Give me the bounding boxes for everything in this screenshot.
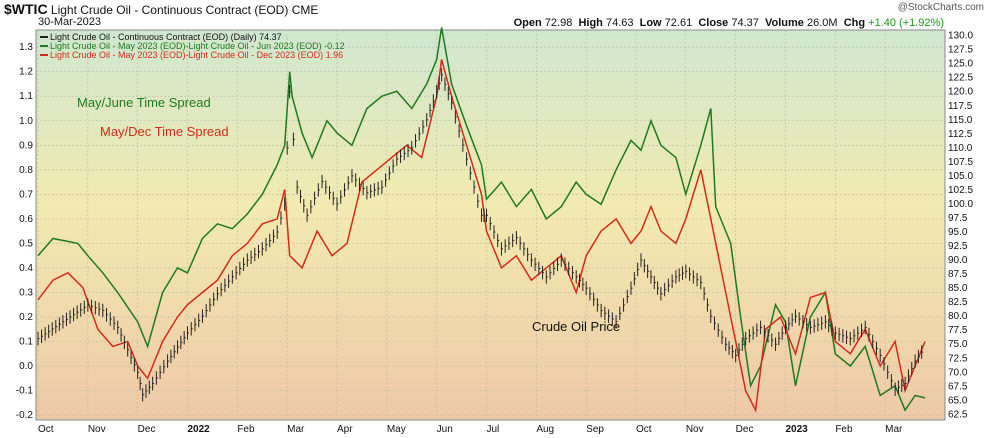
high-value: 74.63 (605, 17, 634, 29)
y-right-tick-label: 117.5 (948, 101, 973, 112)
y-left-tick-label: 1.3 (19, 42, 33, 53)
y-left-tick-label: 0.8 (19, 165, 33, 176)
y-left-tick-label: 1.1 (19, 91, 33, 102)
y-right-tick-label: 67.5 (948, 381, 968, 392)
low-value: 72.61 (664, 17, 693, 29)
x-tick-label: Feb (237, 424, 255, 435)
series-may-dec-spread-line (37, 59, 926, 413)
right-axis: 62.5 65.0 67.5 70.0 72.5 75.0 77.5 80.0 82.5 85.0… (948, 31, 973, 421)
annotation-crude: Crude Oil Price (532, 319, 620, 334)
y-left-tick-label: 0.7 (19, 189, 33, 200)
y-right-tick-label: 105.0 (948, 171, 973, 182)
y-right-tick-label: 125.0 (948, 59, 973, 70)
y-left-tick-label: 0.0 (19, 361, 33, 372)
x-tick-label: Dec (736, 424, 754, 435)
y-right-tick-label: 107.5 (948, 157, 973, 168)
y-left-tick-label: 0.9 (19, 140, 33, 151)
y-left-tick-label: -0.1 (16, 386, 34, 397)
y-right-tick-label: 90.0 (948, 255, 968, 266)
ohlc-summary: Open 72.98 High 74.63 Low 72.61 Close 74… (514, 17, 944, 29)
y-right-tick-label: 102.5 (948, 185, 973, 196)
y-right-tick-label: 82.5 (948, 297, 968, 308)
y-right-tick-label: 77.5 (948, 325, 968, 336)
y-left-tick-label: 1.2 (19, 67, 33, 78)
low-label: Low (639, 17, 662, 29)
annotation-may-june: May/June Time Spread (77, 95, 211, 110)
symbol: $WTIC (4, 1, 48, 17)
close-value: 74.37 (731, 17, 759, 29)
y-right-tick-label: 130.0 (948, 31, 973, 42)
annotation-may-dec: May/Dec Time Spread (100, 124, 229, 139)
chg-label: Chg (843, 17, 866, 29)
open-label: Open (513, 17, 542, 29)
close-label: Close (698, 17, 729, 29)
x-tick-label: Oct (38, 424, 54, 435)
chg-value: +1.40 (+1.92%) (868, 17, 944, 29)
brand-logo: @StockCharts.com (897, 2, 984, 13)
y-left-tick-label: 0.5 (19, 238, 33, 249)
y-right-tick-label: 85.0 (948, 283, 968, 294)
y-right-tick-label: 112.5 (948, 129, 973, 140)
y-right-tick-label: 65.0 (948, 395, 968, 406)
open-value: 72.98 (544, 17, 573, 29)
y-right-tick-label: 122.5 (948, 73, 973, 84)
volume-label: Volume (765, 17, 804, 29)
y-left-tick-label: 0.4 (19, 263, 33, 274)
legend-label: Light Crude Oil - Continuous Contract (E… (50, 32, 282, 42)
volume-value: 26.0M (807, 17, 838, 29)
legend: Light Crude Oil - Continuous Contract (E… (40, 32, 345, 60)
y-right-tick-label: 80.0 (948, 311, 968, 322)
legend-label: Light Crude Oil - May 2023 (EOD)-Light C… (50, 41, 345, 51)
left-axis: -0.2 -0.1 0.0 0.1 0.2 0.3 0.4 0.5 0.6 0.7 0.8 0.9 1.… (16, 42, 34, 421)
series-may-june-spread-line (37, 27, 926, 412)
x-tick-label: Aug (536, 424, 554, 435)
y-right-tick-label: 120.0 (948, 87, 973, 98)
y-right-tick-label: 110.0 (948, 143, 973, 154)
x-tick-label: Apr (337, 424, 353, 435)
x-tick-label: Jul (487, 424, 500, 435)
instrument-name: Light Crude Oil - Continuous Contract (E… (50, 3, 289, 17)
high-label: High (578, 17, 603, 29)
y-right-tick-label: 87.5 (948, 269, 968, 280)
x-tick-label: 2023 (786, 424, 809, 435)
x-tick-label: May (387, 424, 406, 435)
y-right-tick-label: 62.5 (948, 409, 968, 420)
chart-title: $WTIC Light Crude Oil - Continuous Contr… (4, 1, 318, 17)
x-tick-label: Dec (138, 424, 156, 435)
y-right-tick-label: 92.5 (948, 241, 968, 252)
y-right-tick-label: 75.0 (948, 339, 968, 350)
x-tick-label: Mar (287, 424, 305, 435)
chart-date: 30-Mar-2023 (38, 16, 101, 28)
exchange: CME (291, 3, 319, 17)
x-tick-label: Nov (88, 424, 106, 435)
x-tick-label: Oct (636, 424, 652, 435)
y-right-tick-label: 72.5 (948, 353, 968, 364)
legend-label: Light Crude Oil - May 2023 (EOD)-Light C… (50, 50, 343, 60)
y-right-tick-label: 70.0 (948, 367, 968, 378)
y-left-tick-label: -0.2 (16, 410, 34, 421)
y-left-tick-label: 0.3 (19, 287, 33, 298)
x-tick-label: Sep (586, 424, 604, 435)
series-layer (37, 27, 926, 413)
x-tick-label: Jun (437, 424, 453, 435)
x-tick-label: Feb (835, 424, 853, 435)
series-crude-price (37, 68, 924, 402)
y-right-tick-label: 95.0 (948, 227, 968, 238)
x-tick-label: Nov (686, 424, 704, 435)
grid (36, 30, 945, 420)
x-axis: Oct Nov Dec 2022 Feb Mar Apr May Jun Jul Aug Sep Oct… (38, 424, 903, 435)
y-left-tick-label: 0.2 (19, 312, 33, 323)
y-right-tick-label: 97.5 (948, 213, 968, 224)
y-left-tick-label: 0.1 (19, 337, 33, 348)
y-left-tick-label: 1.0 (19, 116, 33, 127)
y-right-tick-label: 100.0 (948, 199, 973, 210)
y-left-tick-label: 0.6 (19, 214, 33, 225)
x-tick-label: Mar (885, 424, 903, 435)
x-tick-label: 2022 (188, 424, 211, 435)
y-right-tick-label: 127.5 (948, 45, 973, 56)
y-right-tick-label: 115.0 (948, 115, 973, 126)
